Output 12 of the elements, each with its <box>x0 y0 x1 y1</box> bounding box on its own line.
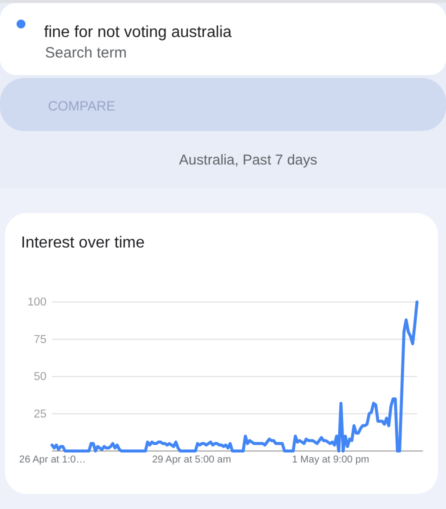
y-tick-label: 100 <box>27 296 46 308</box>
y-tick-label: 50 <box>34 371 46 383</box>
x-tick-label: 29 Apr at 5:00 am <box>152 454 232 466</box>
y-tick-label: 75 <box>34 334 46 346</box>
chart-title: Interest over time <box>21 234 145 252</box>
chart-subtitle: Australia, Past 7 days <box>179 152 318 168</box>
y-tick-label: 25 <box>34 408 46 420</box>
text: Search term <box>45 44 127 62</box>
x-tick-label: 1 May at 9:00 pm <box>292 454 370 466</box>
line-series <box>50 300 418 452</box>
x-tick-label: 26 Apr at 1:0… <box>19 454 86 466</box>
legend-label: fine for not voting australia <box>44 24 232 41</box>
